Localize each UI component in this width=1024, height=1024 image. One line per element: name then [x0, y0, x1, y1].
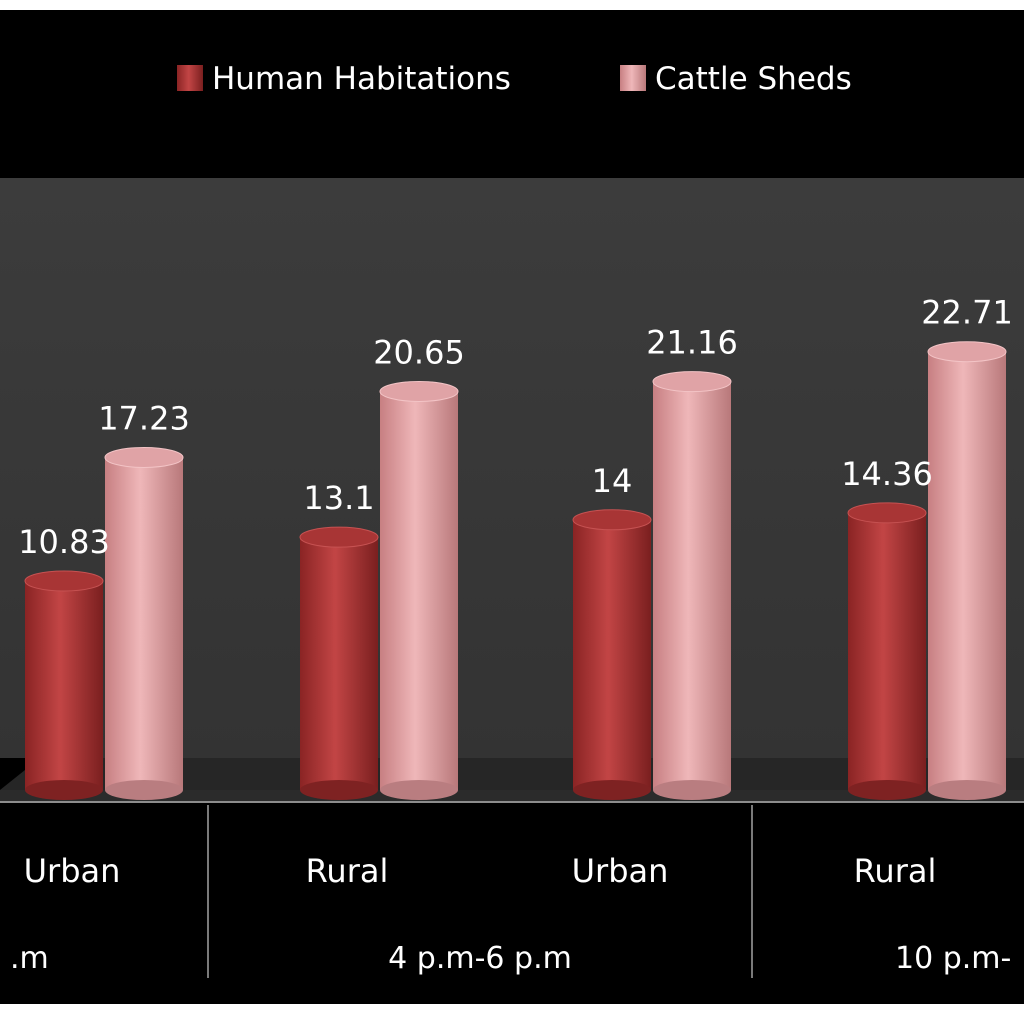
bar-bottom-cap [928, 780, 1006, 800]
legend: Human Habitations Cattle Sheds [177, 61, 852, 97]
category-labels-layer: Urban Rural Urban Rural [24, 852, 937, 890]
value-label: 10.83 [18, 523, 110, 561]
bar-bottom-cap [653, 780, 731, 800]
bar-cattle-sheds [652, 371, 732, 800]
group-label: .m [10, 941, 49, 976]
bar-bottom-cap [25, 780, 103, 800]
bar-bottom-cap [380, 780, 458, 800]
bar-chart-svg: 10.83 17.23 13.1 20.65 14 21.16 14.36 22.71 Urb… [0, 61, 1024, 978]
bar-bottom-cap [300, 780, 378, 800]
value-label: 13.1 [303, 479, 374, 517]
bar-body [928, 351, 1006, 790]
bar-human-habitations [299, 526, 379, 800]
group-label: 4 p.m-6 p.m [388, 941, 572, 976]
bar-body [105, 457, 183, 790]
plot-floor [0, 758, 1024, 790]
bar-body [653, 381, 731, 790]
bar-body [300, 537, 378, 790]
value-label: 14 [592, 462, 633, 500]
bar-top-cap [379, 380, 459, 402]
bar-top-cap [652, 371, 732, 393]
plot-base [0, 790, 1024, 802]
value-label: 20.65 [373, 333, 465, 371]
value-labels-layer: 10.83 17.23 13.1 20.65 14 21.16 14.36 22.71 [18, 294, 1013, 561]
bar-top-cap [927, 341, 1007, 363]
bar-top-cap [24, 570, 104, 592]
legend-label-human-habitations: Human Habitations [212, 61, 511, 97]
group-label: 10 p.m- [895, 941, 1011, 976]
bar-bottom-cap [573, 780, 651, 800]
bar-cattle-sheds [104, 446, 184, 800]
legend-swatch-cattle-sheds [620, 65, 646, 91]
bar-human-habitations [572, 509, 652, 800]
bar-cattle-sheds [927, 341, 1007, 800]
legend-label-cattle-sheds: Cattle Sheds [655, 61, 852, 97]
bar-body [848, 512, 926, 790]
bar-top-cap [847, 502, 927, 524]
bar-bottom-cap [848, 780, 926, 800]
bar-top-cap [104, 446, 184, 468]
category-label: Urban [572, 852, 669, 890]
value-label: 14.36 [841, 455, 933, 493]
bar-body [380, 391, 458, 790]
category-label: Rural [854, 852, 937, 890]
value-label: 17.23 [98, 399, 190, 437]
value-label: 21.16 [646, 324, 738, 362]
bar-top-cap [299, 526, 379, 548]
category-label: Urban [24, 852, 121, 890]
bar-human-habitations [24, 570, 104, 800]
legend-swatch-human-habitations [177, 65, 203, 91]
category-label: Rural [306, 852, 389, 890]
value-label: 22.71 [921, 294, 1013, 332]
bar-human-habitations [847, 502, 927, 800]
bar-body [573, 519, 651, 790]
group-labels-layer: .m 4 p.m-6 p.m 10 p.m- [10, 941, 1011, 976]
chart: 10.83 17.23 13.1 20.65 14 21.16 14.36 22.71 Urb… [0, 10, 1024, 1004]
bar-top-cap [572, 509, 652, 531]
bar-cattle-sheds [379, 380, 459, 800]
bar-bottom-cap [105, 780, 183, 800]
bars-layer [24, 341, 1007, 800]
bar-body [25, 580, 103, 790]
